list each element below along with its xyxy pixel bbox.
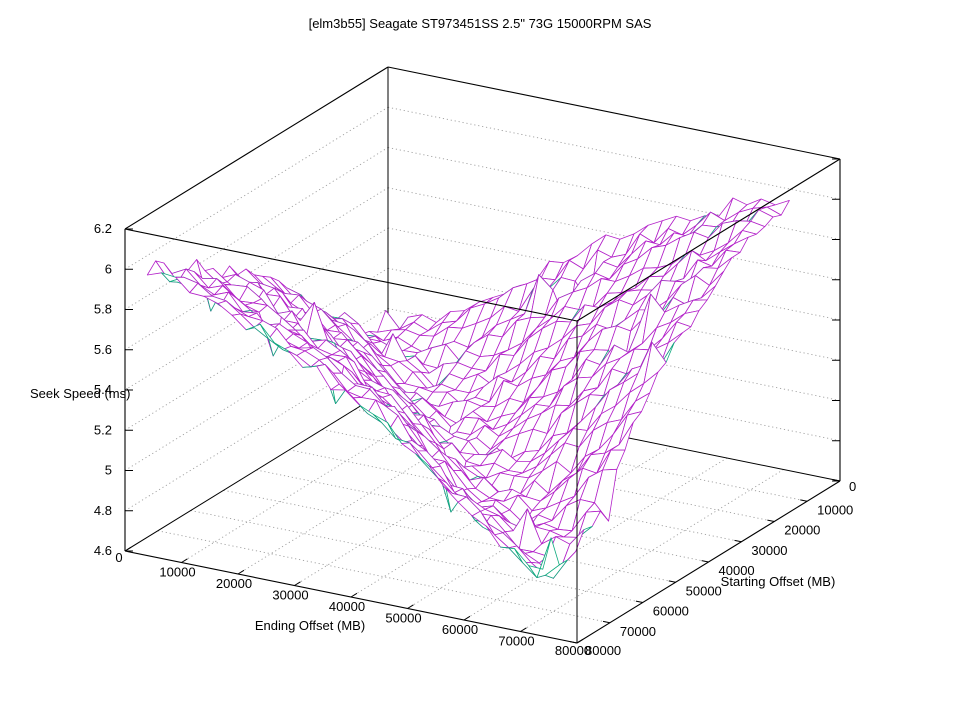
y-tick-label: 10000 <box>817 502 853 517</box>
base-gridline-y <box>190 510 643 603</box>
top-edge-back-left <box>124 66 389 230</box>
right-wall-gridline <box>387 147 841 240</box>
y-tick <box>635 600 643 603</box>
top-edge-front-right <box>576 158 841 322</box>
top-edge-front-left <box>124 228 578 322</box>
x-axis-label: Ending Offset (MB) <box>255 618 365 633</box>
y-tick <box>701 560 709 563</box>
x-tick <box>350 592 358 598</box>
y-tick-label: 80000 <box>585 643 621 658</box>
z-tick-label: 4.6 <box>94 543 112 558</box>
x-tick-label: 10000 <box>159 565 195 580</box>
z-tick-label: 5.8 <box>94 302 112 317</box>
x-tick <box>463 615 471 621</box>
y-tick-label: 40000 <box>719 563 755 578</box>
base-gridline-y <box>289 449 742 543</box>
x-tick <box>520 627 527 632</box>
y-axis-label: Starting Offset (MB) <box>721 574 836 589</box>
x-tick-label: 20000 <box>216 576 252 591</box>
y-tick <box>668 580 676 583</box>
x-tick-label: 70000 <box>498 634 534 649</box>
surface-mesh-layer <box>146 197 790 579</box>
z-tick-label: 5.6 <box>94 342 112 357</box>
right-wall-gridline <box>387 267 841 361</box>
x-tick <box>237 569 245 575</box>
x-tick-label: 40000 <box>329 599 365 614</box>
y-tick <box>570 641 578 644</box>
base-gridline-y <box>256 469 709 563</box>
x-tick-label: 0 <box>115 550 122 565</box>
z-tick-label: 4.8 <box>94 503 112 518</box>
y-tick-label: 20000 <box>784 523 820 538</box>
surface-quad-underside <box>528 537 552 578</box>
right-wall-gridline <box>387 187 841 281</box>
x-tick <box>576 638 584 644</box>
x-tick-label: 60000 <box>442 622 478 637</box>
right-wall-gridline <box>387 227 841 321</box>
y-tick-label: 50000 <box>686 583 722 598</box>
z-tick-label: 6.2 <box>94 221 112 236</box>
y-tick-label: 0 <box>849 479 856 494</box>
axes-border-layer <box>124 66 841 644</box>
x-tick <box>181 558 188 563</box>
labels-layer: [elm3b55] Seagate ST973451SS 2.5" 73G 15… <box>30 16 856 658</box>
y-tick-label: 60000 <box>653 604 689 619</box>
z-axis-label: Seek Speed (ms) <box>30 386 130 401</box>
y-tick <box>734 539 742 543</box>
top-edge-back-right <box>387 66 841 160</box>
y-tick-label: 70000 <box>620 624 656 639</box>
base-gridline-y <box>157 530 610 624</box>
z-tick-label: 5.4 <box>94 382 112 397</box>
x-tick <box>124 546 132 552</box>
x-tick-label: 80000 <box>555 643 591 658</box>
x-tick <box>407 604 414 609</box>
x-tick-label: 30000 <box>272 588 308 603</box>
x-tick-label: 50000 <box>385 611 421 626</box>
y-tick <box>602 620 610 624</box>
y-tick <box>800 499 808 502</box>
chart-title: [elm3b55] Seagate ST973451SS 2.5" 73G 15… <box>309 16 652 31</box>
base-gridline-y <box>322 429 775 522</box>
right-wall-gridline <box>387 106 841 200</box>
x-tick <box>294 581 301 586</box>
left-wall-gridline <box>124 106 389 270</box>
base-edge-back-left <box>124 388 389 552</box>
z-tick-label: 5.2 <box>94 422 112 437</box>
surface-quad <box>377 310 401 333</box>
base-gridline-y <box>223 489 676 583</box>
z-tick-label: 5 <box>105 463 112 478</box>
y-tick-label: 30000 <box>751 543 787 558</box>
z-tick-label: 6 <box>105 261 112 276</box>
y-tick <box>767 519 775 522</box>
